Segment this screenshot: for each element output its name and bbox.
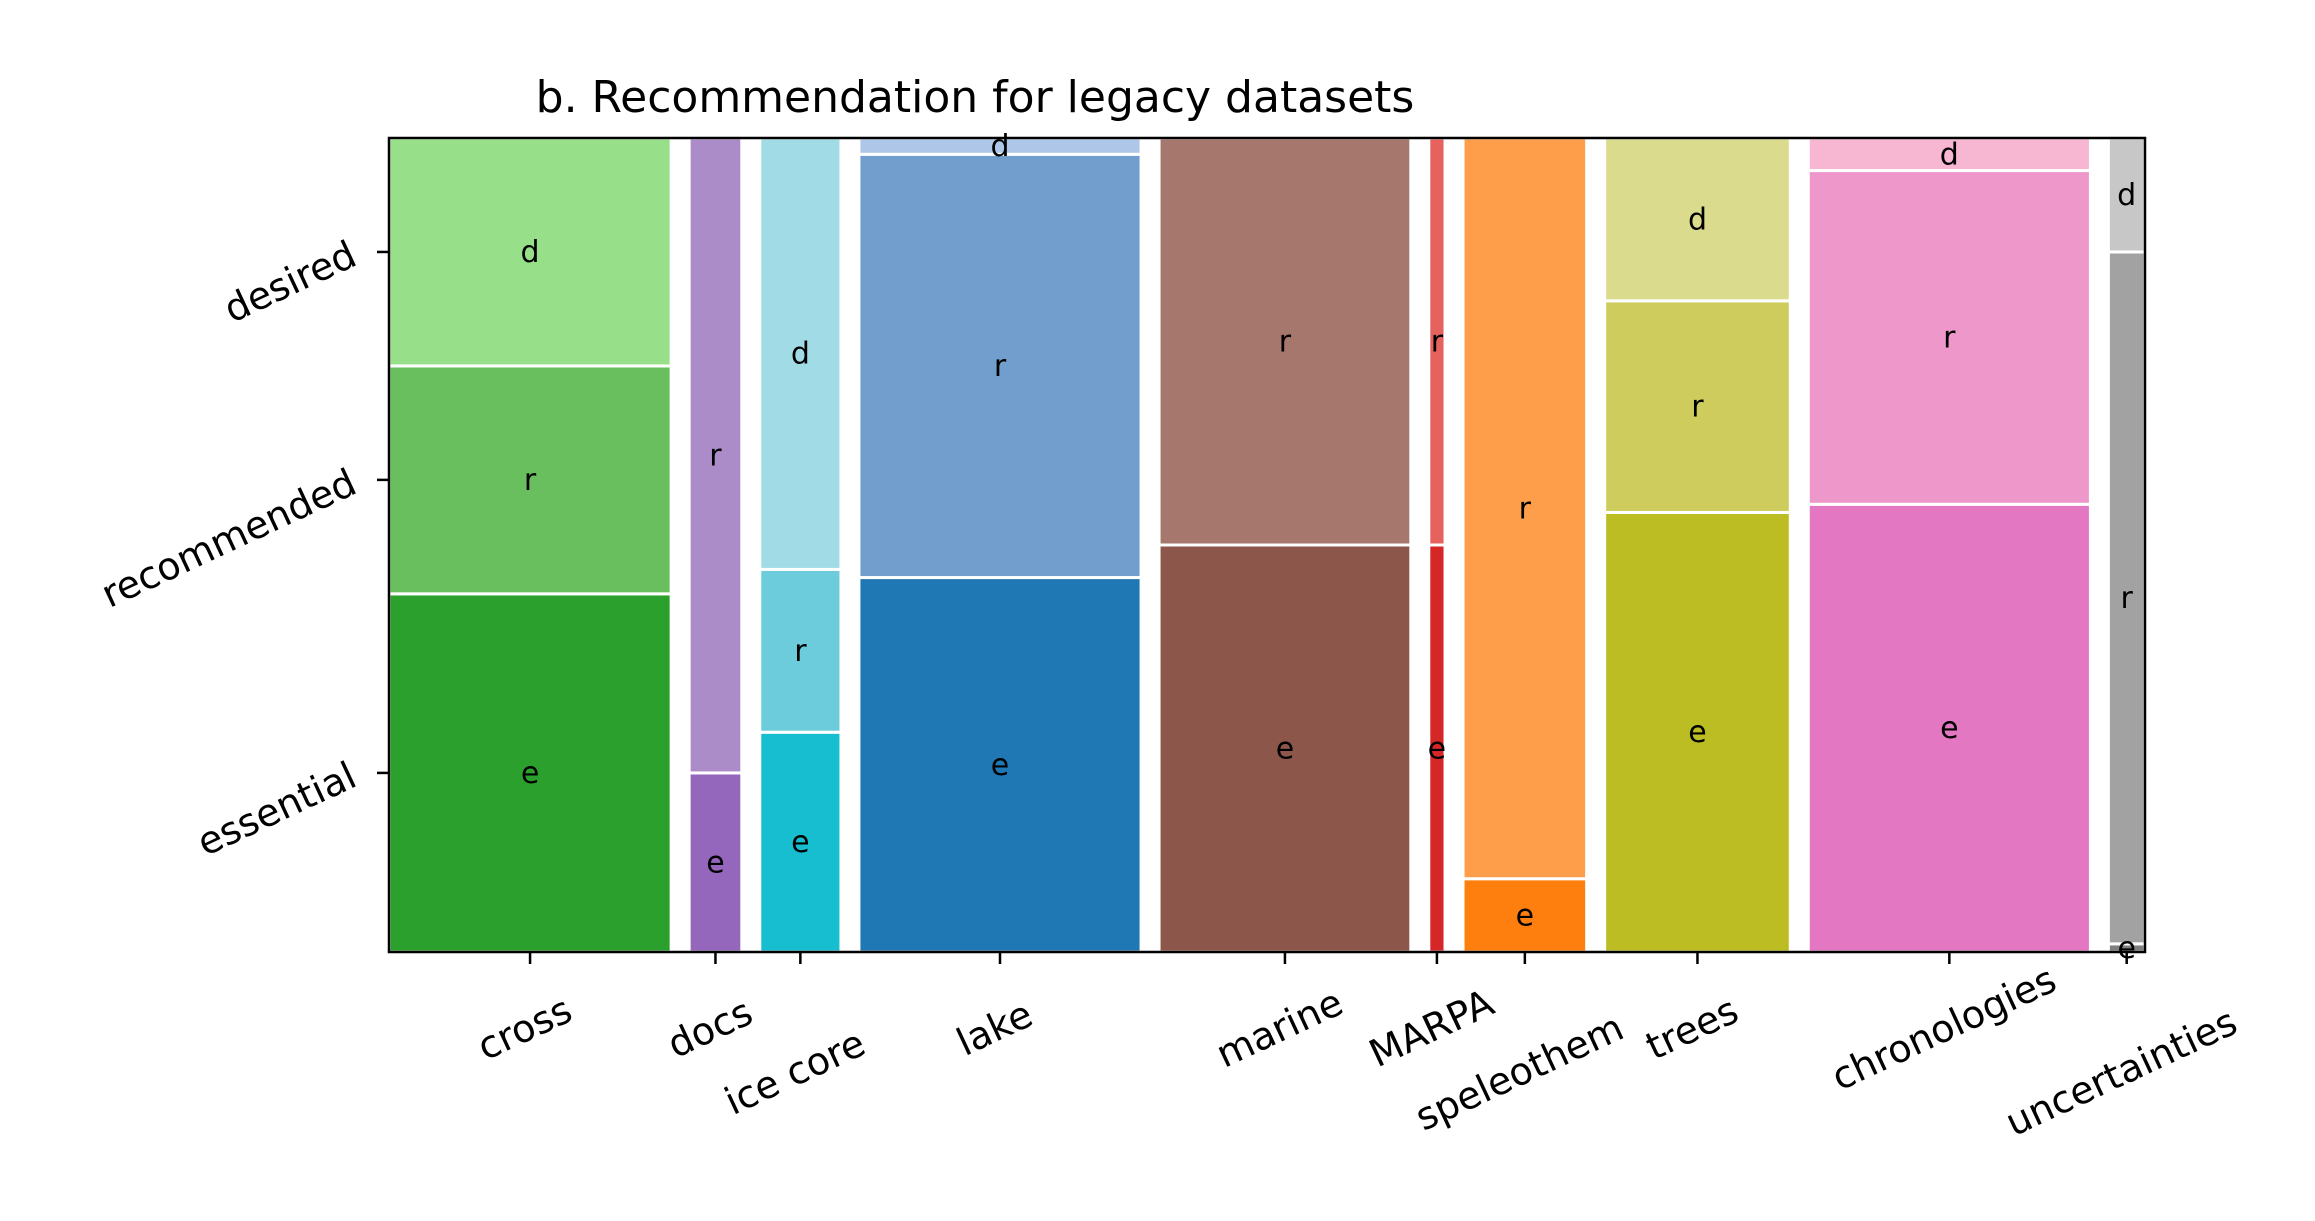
y-tick-label: recommended — [95, 460, 363, 616]
x-tick-label: marine — [1209, 980, 1349, 1076]
cell-label: e — [1688, 715, 1706, 750]
cell-chronologies-desired — [1806, 136, 2092, 173]
cell-label: e — [1940, 711, 1958, 746]
cell-label: r — [1431, 325, 1444, 360]
x-tick-label: uncertainties — [1999, 1000, 2244, 1145]
x-tick-label: trees — [1639, 988, 1745, 1069]
cell-label: e — [1516, 898, 1534, 933]
cell-label: e — [706, 845, 724, 880]
cell-uncertainties-recommended — [2106, 250, 2147, 946]
mosaic-cells — [387, 136, 2147, 954]
cell-label: d — [521, 235, 540, 270]
cell-uncertainties-desired — [2106, 136, 2147, 254]
y-tick-label: desired — [217, 232, 363, 331]
x-tick-label: MARPA — [1362, 980, 1500, 1076]
cell-label: d — [1940, 137, 1959, 172]
cell-marine-recommended — [1157, 136, 1413, 547]
cell-label: r — [524, 463, 537, 498]
cell-label: r — [794, 634, 807, 669]
cell-label: r — [2121, 581, 2134, 616]
cell-trees-recommended — [1603, 299, 1792, 514]
x-tick-label: lake — [950, 992, 1039, 1065]
cell-label: e — [1276, 732, 1294, 767]
cell-label: e — [521, 756, 539, 791]
cell-chronologies-essential — [1806, 502, 2092, 954]
cell-label: d — [1688, 202, 1707, 237]
cell-label: d — [2117, 178, 2136, 213]
cell-label: e — [1428, 732, 1446, 767]
cell-ice-core-essential — [758, 730, 843, 954]
x-tick-label: chronologies — [1825, 957, 2063, 1099]
x-tick-label: cross — [471, 987, 579, 1069]
cell-label: r — [1279, 325, 1292, 360]
cell-speleothem-recommended — [1461, 136, 1589, 881]
cell-label: r — [1943, 320, 1956, 355]
cell-label: r — [994, 349, 1007, 384]
x-tick-label: docs — [661, 990, 759, 1067]
cell-ice-core-desired — [758, 136, 843, 571]
chart-title: b. Recommendation for legacy datasets — [536, 72, 1415, 123]
cell-label: e — [2117, 931, 2135, 966]
y-axis: essential recommended desired — [95, 232, 389, 865]
cell-docs-essential — [687, 771, 744, 954]
plot-frame — [387, 136, 2147, 954]
cell-docs-recommended — [687, 136, 744, 775]
cell-trees-desired — [1603, 136, 1792, 303]
cell-label: e — [791, 825, 809, 860]
cell-label: d — [990, 129, 1009, 164]
cell-label: r — [1519, 491, 1532, 526]
cell-label: e — [991, 748, 1009, 783]
cell-cross-essential — [387, 592, 673, 954]
cell-chronologies-recommended — [1806, 169, 2092, 506]
cell-trees-essential — [1603, 510, 1792, 954]
cell-ice-core-recommended — [758, 567, 843, 734]
cell-label: r — [1691, 390, 1704, 425]
y-tick-label: essential — [190, 753, 362, 865]
cell-cross-recommended — [387, 364, 673, 596]
cell-label: r — [709, 438, 722, 473]
cell-label: d — [791, 337, 810, 372]
cell-lake-recommended — [857, 152, 1143, 580]
